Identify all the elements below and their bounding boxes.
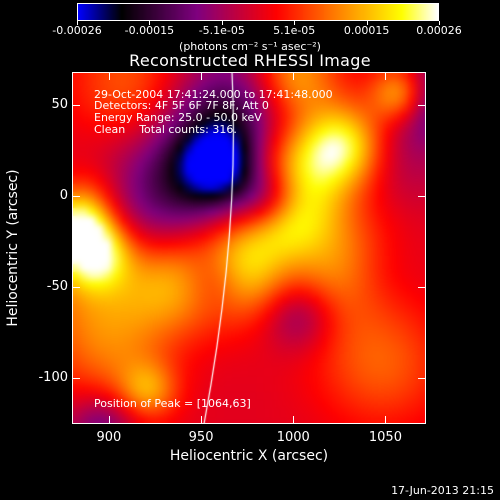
y-tick-label: -50 [46, 279, 68, 295]
y-axis-label: Heliocentric Y (arcsec) [5, 169, 21, 327]
y-tick-mark [418, 104, 426, 106]
annotation-detectors: Detectors: 4F 5F 6F 7F 8F, Att 0 [94, 99, 269, 112]
x-tick-mark [108, 416, 110, 424]
y-tick-mark [72, 104, 80, 106]
x-tick-mark [385, 416, 387, 424]
colorbar-tick-label: -0.00015 [124, 24, 175, 37]
colorbar-tick-mark [149, 21, 151, 25]
colorbar-tick-mark [221, 21, 223, 25]
x-tick-mark [385, 72, 387, 80]
x-tick-mark [201, 416, 203, 424]
colorbar-tick-label: -0.00026 [52, 24, 102, 37]
y-tick-label: 0 [59, 188, 68, 204]
plot-frame [72, 72, 426, 424]
y-tick-label: 50 [51, 96, 68, 112]
y-tick-label: -100 [38, 370, 68, 386]
x-tick-mark [108, 72, 110, 80]
colorbar-tick-mark [77, 21, 78, 25]
x-tick-label: 1050 [368, 430, 402, 445]
y-tick-mark [72, 287, 80, 289]
annotation-time-range: 29-Oct-2004 17:41:24.000 to 17:41:48.000 [94, 88, 333, 101]
colorbar-tick-label: 0.00015 [343, 24, 390, 37]
timestamp: 17-Jun-2013 21:15 [391, 484, 494, 497]
plot-title: Reconstructed RHESSI Image [129, 51, 371, 70]
colorbar-tick-mark [366, 21, 368, 25]
annotation-energy-range: Energy Range: 25.0 - 50.0 keV [94, 111, 262, 124]
annotation-peak-position: Position of Peak = [1064,63] [94, 397, 251, 410]
x-tick-mark [293, 416, 295, 424]
colorbar-tick-mark [294, 21, 296, 25]
x-tick-label: 900 [96, 430, 122, 445]
colorbar-tick-mark [439, 21, 440, 25]
colorbar-tick-label: -5.1e-05 [198, 24, 245, 37]
y-tick-mark [418, 287, 426, 289]
y-tick-mark [418, 378, 426, 380]
y-tick-mark [72, 196, 80, 198]
annotation-total-counts: Clean Total counts: 316. [94, 123, 237, 136]
heatmap-image [72, 72, 426, 424]
colorbar-tick-label: 5.1e-05 [273, 24, 316, 37]
x-tick-mark [201, 72, 203, 80]
y-tick-mark [418, 196, 426, 198]
colorbar [77, 3, 439, 21]
colorbar-units: (photons cm⁻² s⁻¹ asec⁻²) [179, 40, 321, 53]
x-tick-label: 1000 [276, 430, 310, 445]
x-tick-mark [293, 72, 295, 80]
colorbar-tick-label: 0.00026 [416, 24, 462, 37]
x-tick-label: 950 [188, 430, 214, 445]
y-tick-mark [72, 378, 80, 380]
x-axis-label: Heliocentric X (arcsec) [169, 448, 329, 464]
